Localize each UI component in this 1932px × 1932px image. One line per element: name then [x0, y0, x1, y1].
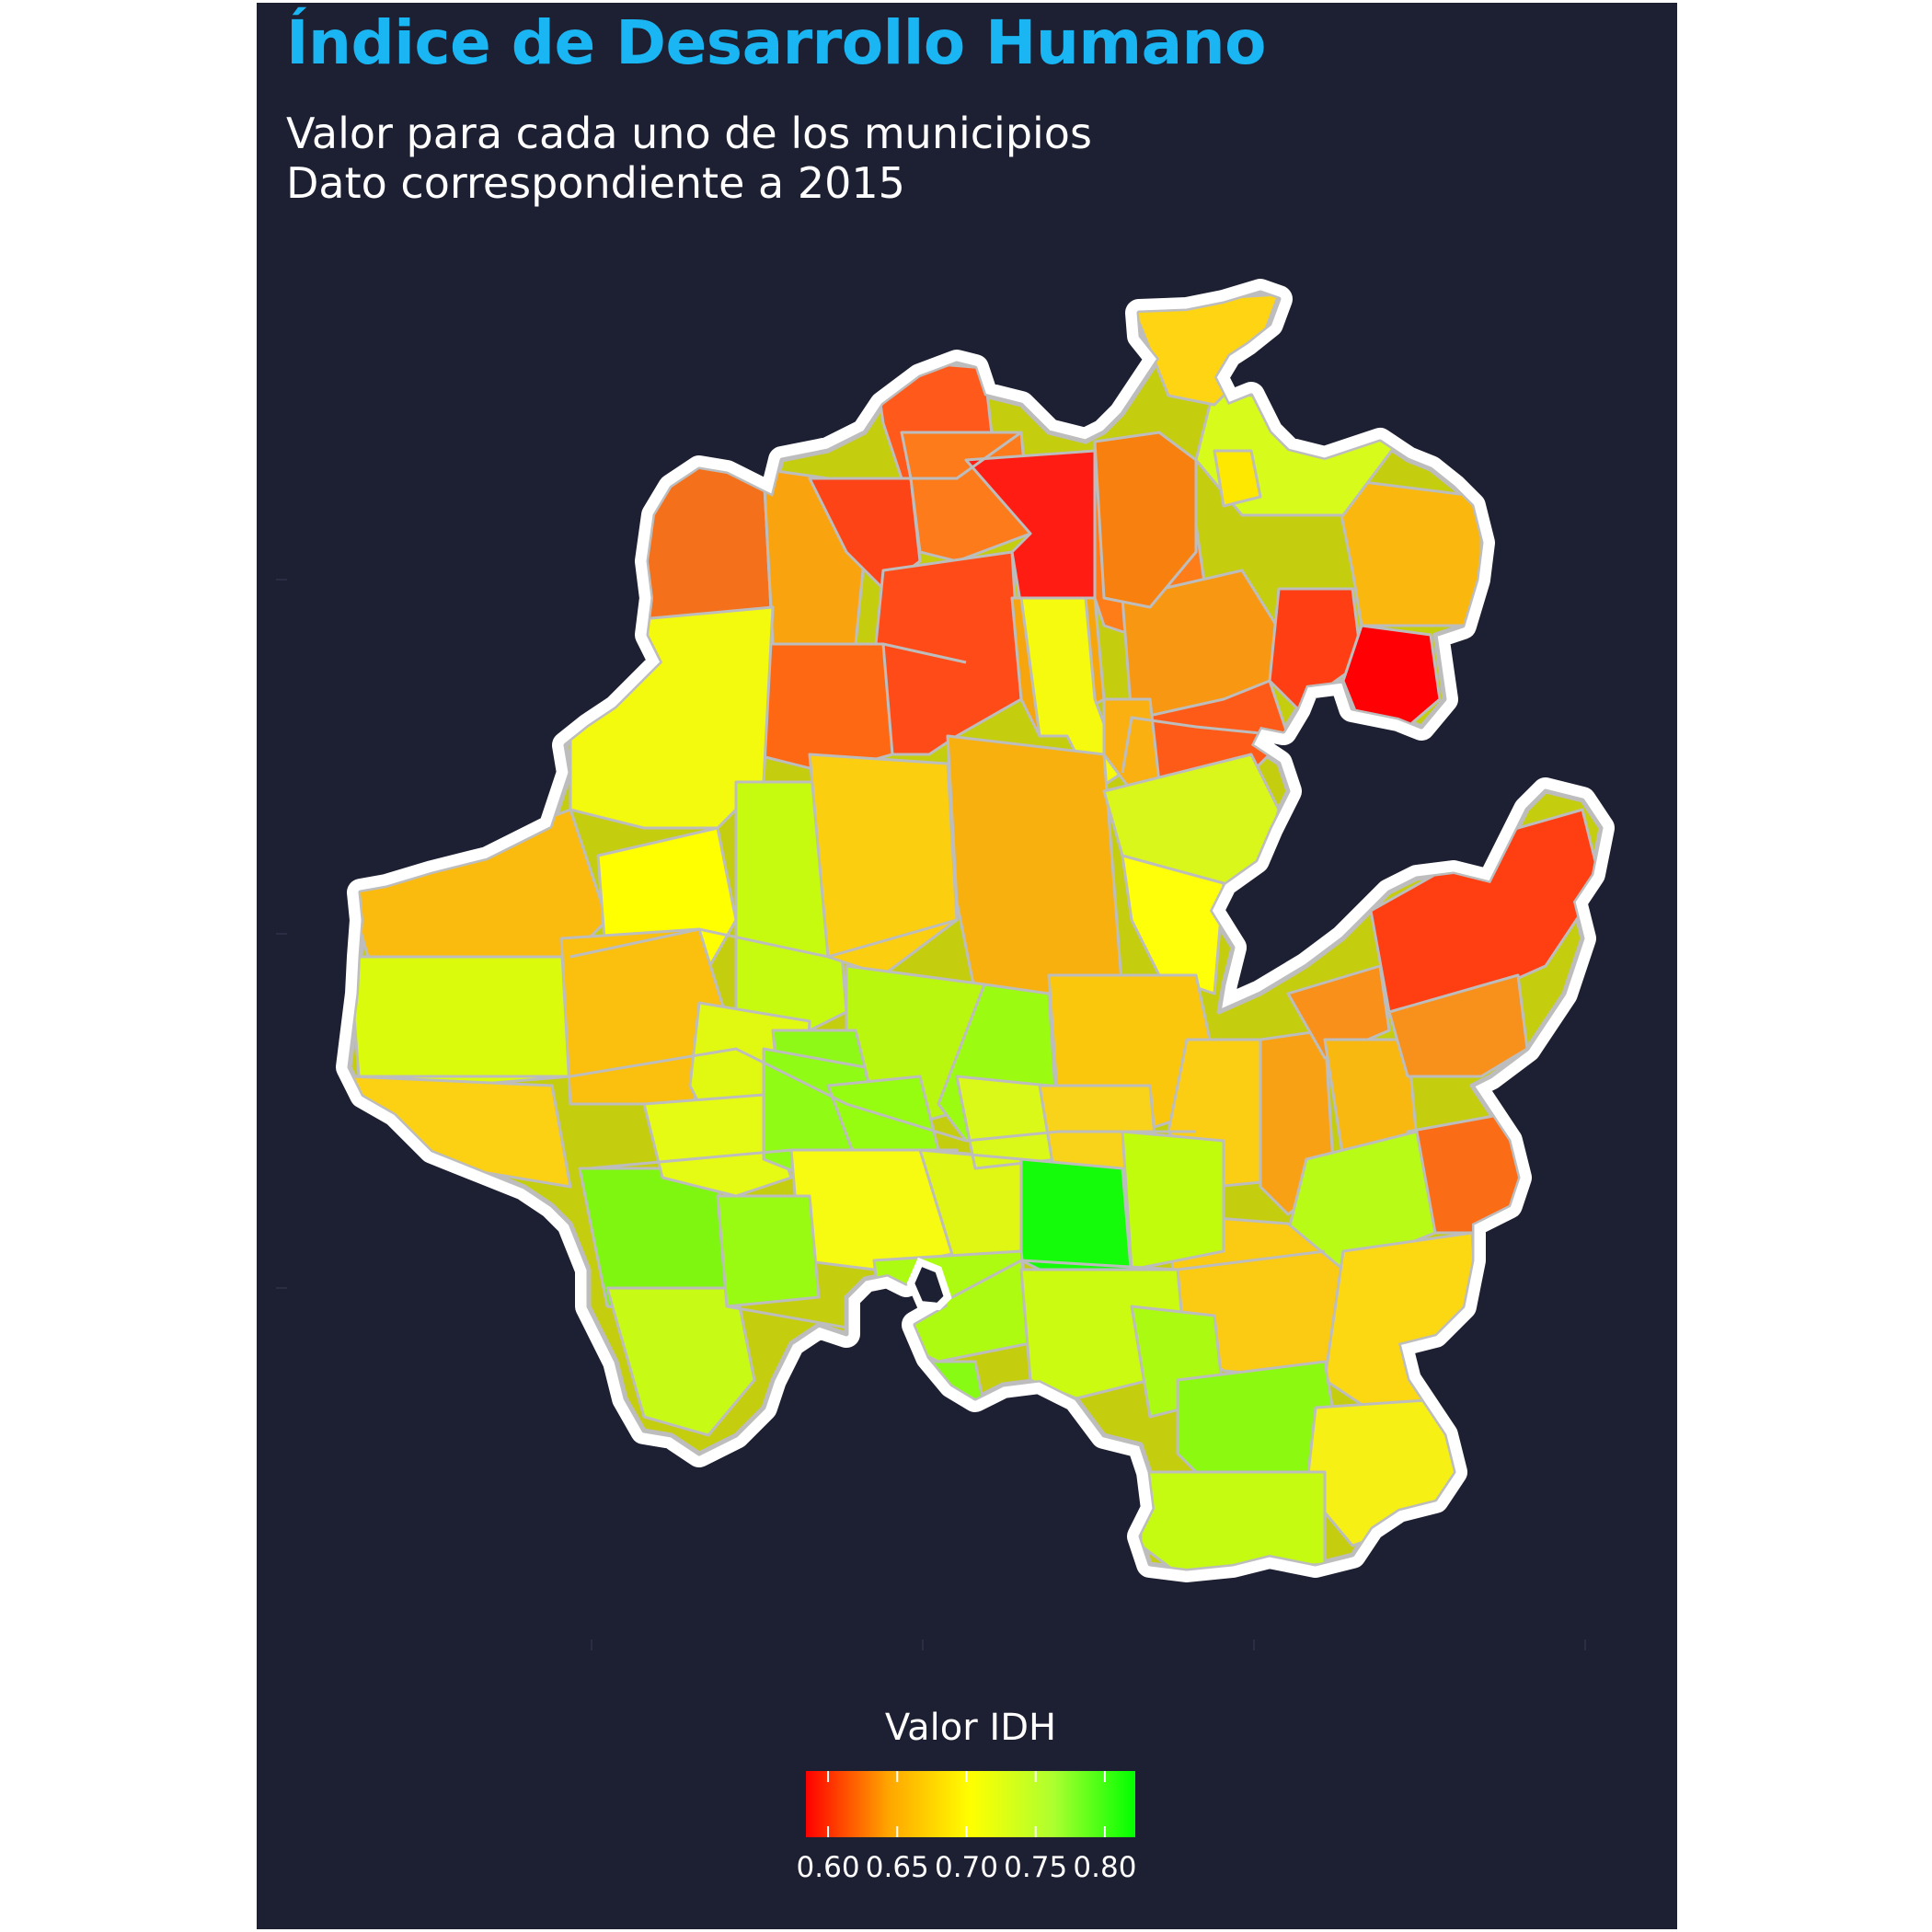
legend-colorbar [806, 1771, 1135, 1837]
municipio-region [1213, 449, 1262, 508]
legend-title: Valor IDH [884, 1707, 1057, 1749]
municipio-region [1019, 596, 1124, 793]
municipio-region [350, 955, 572, 1087]
municipio-region [1139, 1470, 1327, 1569]
municipio-region [1093, 431, 1198, 609]
municipio-region [753, 642, 894, 775]
legend-tick-label: 0.80 [1073, 1851, 1137, 1884]
municipio-region [1387, 973, 1529, 1078]
legend-tick-label: 0.65 [865, 1851, 929, 1884]
map-title: Índice de Desarrollo Humano [286, 7, 1267, 78]
municipio-region [808, 753, 959, 977]
legend-tick-label: 0.75 [1004, 1851, 1068, 1884]
legend-tick-label: 0.60 [796, 1851, 860, 1884]
municipio-region [1332, 477, 1483, 627]
municipio-region [1286, 964, 1391, 1060]
legend-tick-label: 0.70 [934, 1851, 998, 1884]
map-subtitle-line2: Dato correspondiente a 2015 [286, 158, 905, 208]
municipio-region [605, 1286, 756, 1437]
municipio-region [642, 1093, 793, 1198]
map-subtitle-line1: Valor para cada uno de los municipios [286, 109, 1092, 158]
axis-ticks [276, 579, 1586, 1650]
state-hole [906, 1257, 952, 1311]
municipio-region [1121, 1130, 1225, 1271]
municipio-region [716, 1194, 821, 1308]
